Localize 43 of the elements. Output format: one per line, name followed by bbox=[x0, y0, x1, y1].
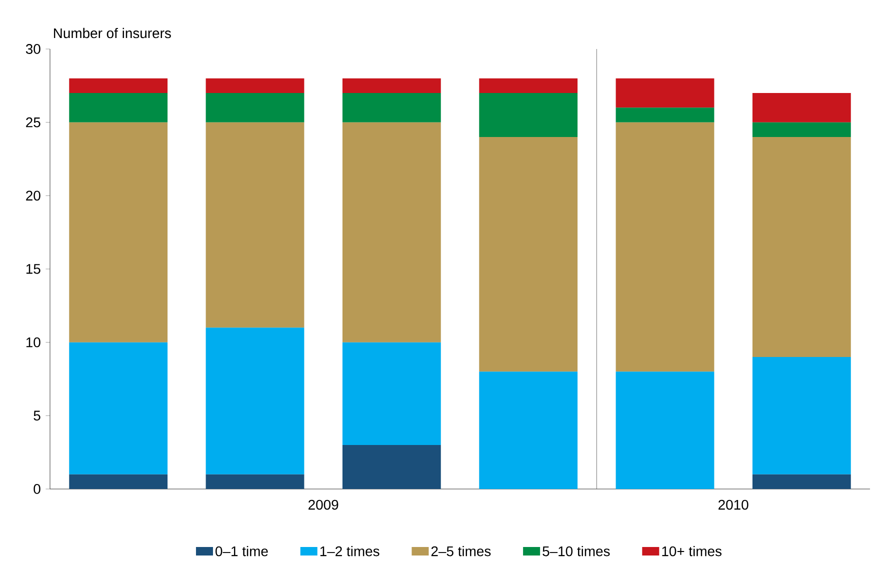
bar bbox=[342, 93, 441, 122]
bar bbox=[69, 78, 168, 93]
bar bbox=[752, 474, 851, 489]
bar bbox=[479, 372, 578, 489]
bar bbox=[342, 122, 441, 342]
bar bbox=[616, 372, 714, 489]
text: 2010 bbox=[718, 500, 748, 510]
bar bbox=[69, 122, 168, 342]
bar bbox=[69, 474, 168, 489]
text: 2009 bbox=[308, 500, 338, 510]
y-tick-label: 10 bbox=[26, 337, 40, 348]
bar bbox=[479, 78, 578, 93]
bar bbox=[206, 474, 304, 489]
bar bbox=[206, 93, 304, 122]
bar bbox=[479, 93, 578, 137]
bar bbox=[752, 357, 851, 474]
legend-label: 0–1 time bbox=[216, 546, 268, 556]
legend-label: 1–2 times bbox=[320, 546, 380, 556]
bar bbox=[342, 78, 441, 93]
bar bbox=[616, 108, 714, 122]
legend-label: 10+ times bbox=[662, 546, 722, 556]
bar bbox=[342, 342, 441, 445]
legend-label: 2–5 times bbox=[431, 546, 491, 556]
bar bbox=[206, 122, 304, 328]
y-tick-label: 0 bbox=[34, 484, 40, 494]
bar bbox=[752, 137, 851, 357]
y-tick-label: 20 bbox=[26, 190, 40, 201]
bar bbox=[752, 122, 851, 137]
bar bbox=[752, 93, 851, 122]
bar bbox=[69, 93, 168, 122]
bar bbox=[69, 342, 168, 474]
y-axis-title: Number of insurers bbox=[54, 28, 171, 38]
y-tick-label: 30 bbox=[26, 44, 40, 54]
y-tick-label: 5 bbox=[34, 410, 40, 421]
bar bbox=[206, 78, 304, 93]
y-tick-label: 15 bbox=[26, 264, 40, 274]
y-tick-label: 25 bbox=[26, 117, 40, 128]
bar bbox=[206, 328, 304, 474]
bar bbox=[479, 137, 578, 372]
bar bbox=[616, 122, 714, 372]
bar bbox=[342, 445, 441, 489]
legend-label: 5–10 times bbox=[542, 546, 610, 556]
bar bbox=[616, 78, 714, 108]
